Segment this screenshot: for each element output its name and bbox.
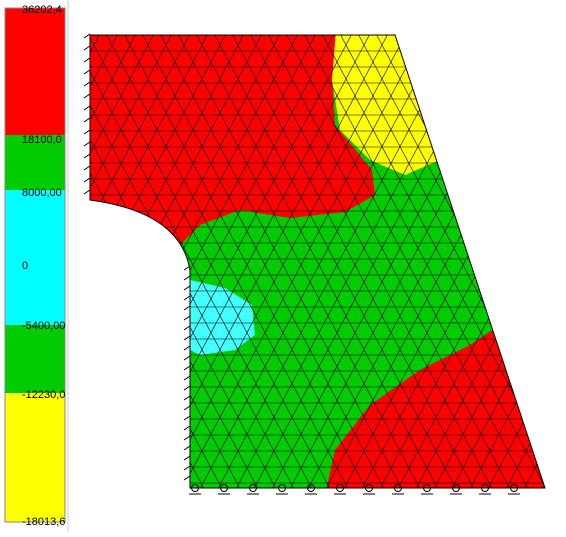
contour	[90, 35, 545, 488]
support-hatch	[183, 295, 191, 301]
mesh-line	[175, 35, 427, 488]
mesh-line	[445, 35, 545, 488]
legend-border	[4, 7, 66, 523]
support-roller	[336, 484, 344, 492]
support-roller	[394, 484, 402, 492]
support-roller	[423, 484, 431, 492]
support-roller	[365, 484, 373, 492]
support-hatch	[83, 105, 91, 111]
legend-band	[5, 393, 65, 522]
legend-band	[5, 8, 65, 135]
support-hatch	[83, 165, 91, 171]
mesh-line	[90, 35, 139, 488]
support-roller	[249, 484, 257, 492]
support-hatch	[83, 45, 91, 51]
support-hatch	[183, 265, 191, 271]
support-hatch	[183, 475, 191, 481]
mesh-line	[337, 35, 545, 488]
support-hatch	[83, 129, 91, 135]
support-hatch	[183, 465, 191, 471]
support-hatch	[183, 325, 191, 331]
support-hatch	[183, 355, 191, 361]
support-hatch	[183, 395, 191, 401]
mesh-line	[427, 35, 545, 488]
support-roller	[191, 484, 199, 492]
support-roller	[510, 484, 518, 492]
legend-labels: 36202,4 18100,0 8000,00 0 -5400,00 -12230,0 -1…	[22, 4, 65, 528]
legend-label: 8000,00	[22, 187, 62, 199]
support-roller	[278, 484, 286, 492]
support-hatch	[183, 415, 191, 421]
support-hatch	[83, 153, 91, 159]
legend-label: -12230,0	[22, 389, 65, 401]
legend-band	[5, 135, 65, 190]
mesh-line	[90, 35, 211, 488]
support-roller	[220, 484, 228, 492]
support-hatch	[83, 177, 91, 183]
support-hatch	[183, 455, 191, 461]
support-hatch	[83, 33, 91, 39]
region-cyan	[190, 280, 255, 355]
mesh-line	[90, 35, 157, 488]
color-legend	[4, 0, 69, 532]
legend-label: -5400,00	[22, 320, 65, 332]
mesh-line	[157, 35, 409, 488]
region-yellow	[332, 35, 440, 175]
support-hatch	[83, 69, 91, 75]
mesh-line	[193, 35, 445, 488]
mesh-line	[90, 35, 175, 488]
supports	[83, 33, 520, 495]
support-hatch	[83, 189, 91, 195]
legend-label: -18013,6	[22, 516, 65, 528]
support-hatch	[183, 305, 191, 311]
support-hatch	[83, 93, 91, 99]
support-hatch	[83, 141, 91, 147]
support-hatch	[83, 57, 91, 63]
legend-band	[5, 190, 65, 325]
support-hatch	[183, 425, 191, 431]
support-roller	[452, 484, 460, 492]
mesh-line	[90, 35, 193, 488]
legend-band	[5, 325, 65, 393]
support-hatch	[183, 335, 191, 341]
plate-outline	[89, 34, 546, 489]
support-hatch	[83, 81, 91, 87]
support-hatch	[183, 445, 191, 451]
support-hatch	[183, 315, 191, 321]
legend-label: 36202,4	[22, 4, 62, 16]
support-hatch	[183, 345, 191, 351]
support-hatch	[183, 385, 191, 391]
legend-label: 18100,0	[22, 134, 62, 146]
support-hatch	[183, 405, 191, 411]
support-hatch	[183, 275, 191, 281]
support-roller	[481, 484, 489, 492]
support-hatch	[183, 365, 191, 371]
support-hatch	[183, 375, 191, 381]
mesh-line	[463, 35, 545, 488]
legend-label: 0	[22, 260, 28, 272]
support-roller	[307, 484, 315, 492]
support-hatch	[183, 435, 191, 441]
support-hatch	[183, 285, 191, 291]
support-hatch	[83, 117, 91, 123]
